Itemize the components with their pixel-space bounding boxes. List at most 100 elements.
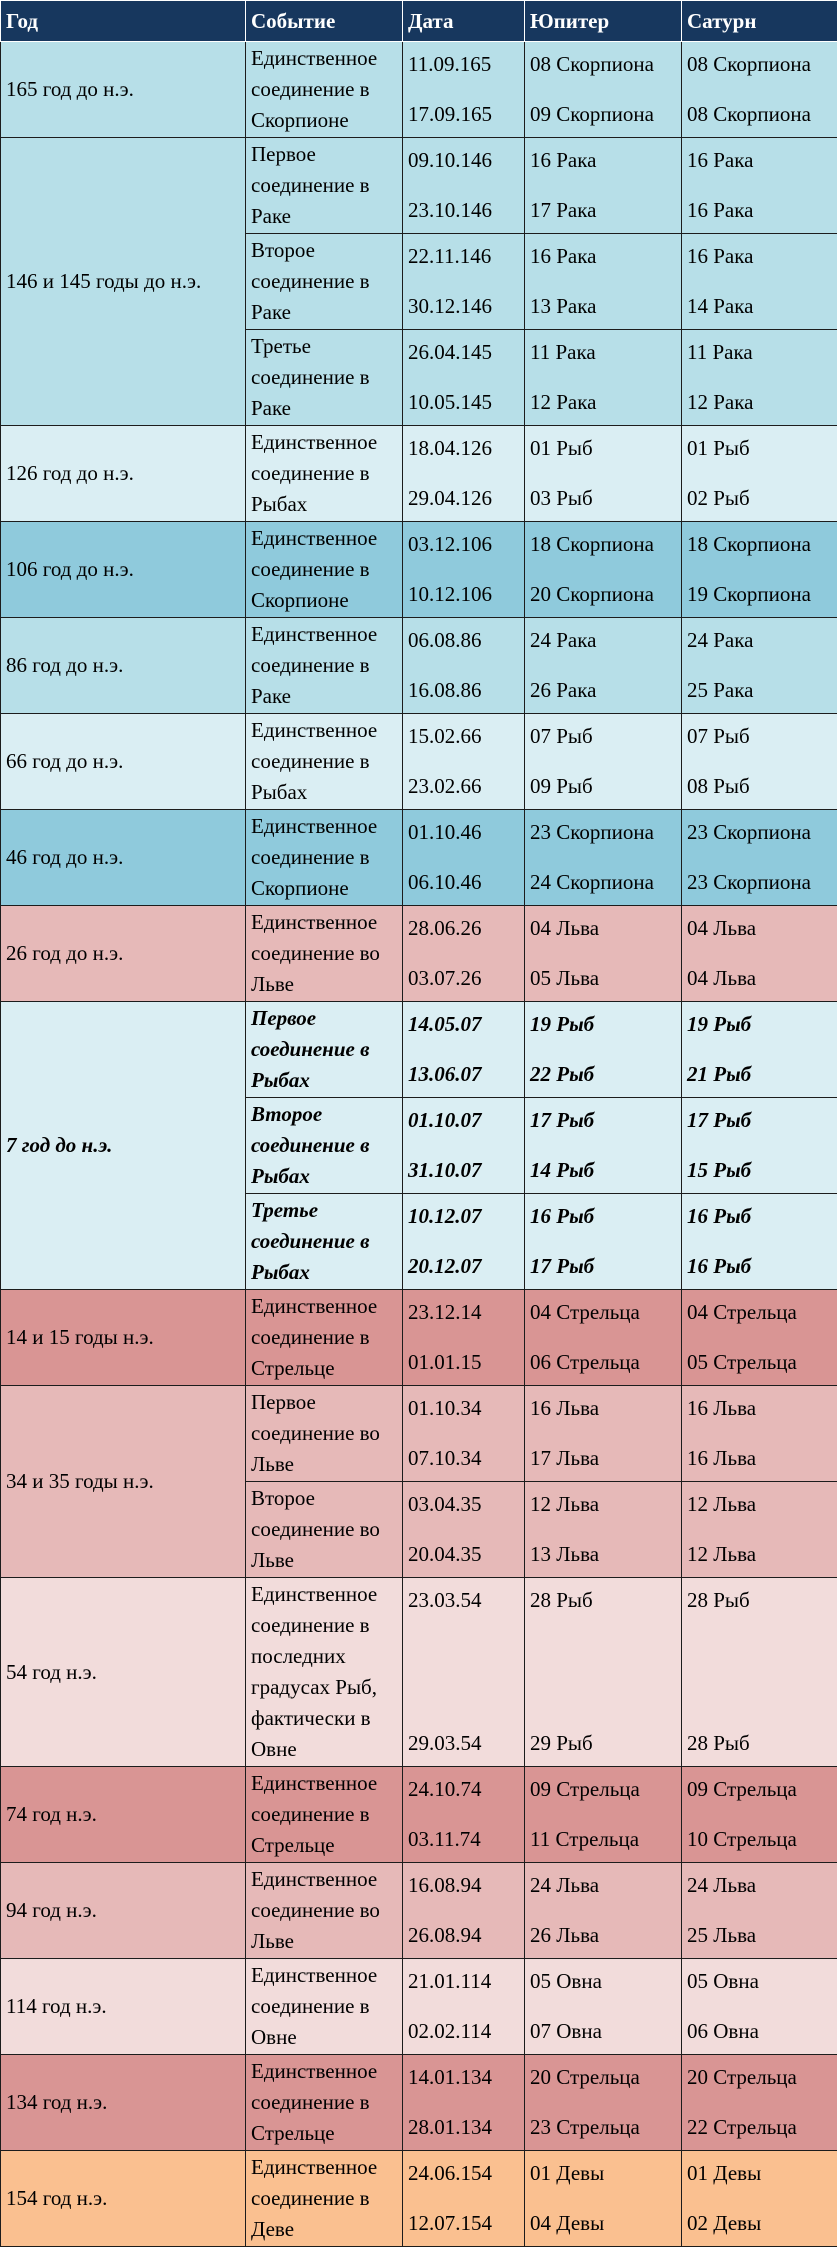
year-cell: 94 год н.э. xyxy=(1,1863,246,1959)
saturn-value: 08 Рыб xyxy=(687,771,832,802)
header-saturn: Сатурн xyxy=(682,1,837,42)
event-cell: Единственное соединение в Скорпионе xyxy=(246,810,403,906)
event-cell: Единственное соединение в Скорпионе xyxy=(246,522,403,618)
saturn-value: 23 Скорпиона xyxy=(687,817,832,848)
date-value: 01.01.15 xyxy=(408,1347,519,1378)
date-value: 10.05.145 xyxy=(408,387,519,418)
date-value: 16.08.94 xyxy=(408,1870,519,1901)
saturn-value: 25 Рака xyxy=(687,675,832,706)
date-value: 14.01.134 xyxy=(408,2062,519,2093)
jupiter-value: 23 Стрельца xyxy=(530,2112,676,2143)
saturn-value: 16 Льва xyxy=(687,1443,832,1474)
saturn-value: 28 Рыб xyxy=(687,1728,832,1759)
date-cell: 14.01.134 28.01.134 xyxy=(403,2055,525,2151)
jupiter-value: 14 Рыб xyxy=(530,1155,676,1186)
date-value: 09.10.146 xyxy=(408,145,519,176)
event-cell: Единственное соединение в Стрельце xyxy=(246,1290,403,1386)
jupiter-value: 12 Рака xyxy=(530,387,676,418)
date-value: 23.02.66 xyxy=(408,771,519,802)
jupiter-value: 28 Рыб xyxy=(530,1585,676,1616)
saturn-value: 24 Рака xyxy=(687,625,832,656)
event-cell: Третье соединение в Рыбах xyxy=(246,1194,403,1290)
jupiter-value: 24 Скорпиона xyxy=(530,867,676,898)
jupiter-value: 08 Скорпиона xyxy=(530,49,676,80)
jupiter-value: 12 Льва xyxy=(530,1489,676,1520)
saturn-value: 12 Рака xyxy=(687,387,832,418)
date-value: 28.01.134 xyxy=(408,2112,519,2143)
saturn-value: 02 Рыб xyxy=(687,483,832,514)
table-row: 54 год н.э.Единственное соединение в пос… xyxy=(1,1578,837,1767)
date-value: 23.12.14 xyxy=(408,1297,519,1328)
date-value: 03.11.74 xyxy=(408,1824,519,1855)
table-row: 46 год до н.э.Единственное соединение в … xyxy=(1,810,837,906)
saturn-value: 20 Стрельца xyxy=(687,2062,832,2093)
jupiter-value: 04 Стрельца xyxy=(530,1297,676,1328)
saturn-value: 16 Льва xyxy=(687,1393,832,1424)
date-value: 03.12.106 xyxy=(408,529,519,560)
date-value: 10.12.07 xyxy=(408,1201,519,1232)
event-cell: Единственное соединение в Рыбах xyxy=(246,714,403,810)
jupiter-value: 23 Скорпиона xyxy=(530,817,676,848)
saturn-value: 11 Рака xyxy=(687,337,832,368)
jupiter-value: 13 Льва xyxy=(530,1539,676,1570)
saturn-cell: 16 Льва 16 Льва xyxy=(682,1386,837,1482)
saturn-cell: 24 Рака 25 Рака xyxy=(682,618,837,714)
table-row: 114 год н.э.Единственное соединение в Ов… xyxy=(1,1959,837,2055)
event-cell: Второе соединение во Льве xyxy=(246,1482,403,1578)
saturn-value: 06 Овна xyxy=(687,2016,832,2047)
year-cell: 46 год до н.э. xyxy=(1,810,246,906)
table-row: 86 год до н.э.Единственное соединение в … xyxy=(1,618,837,714)
saturn-value: 05 Стрельца xyxy=(687,1347,832,1378)
table-row: 165 год до н.э.Единственное соединение в… xyxy=(1,42,837,138)
saturn-value: 14 Рака xyxy=(687,291,832,322)
year-cell: 146 и 145 годы до н.э. xyxy=(1,138,246,426)
date-value: 15.02.66 xyxy=(408,721,519,752)
saturn-value: 09 Стрельца xyxy=(687,1774,832,1805)
table-row: 26 год до н.э.Единственное соединение во… xyxy=(1,906,837,1002)
year-cell: 106 год до н.э. xyxy=(1,522,246,618)
jupiter-value: 07 Рыб xyxy=(530,721,676,752)
jupiter-value: 11 Стрельца xyxy=(530,1824,676,1855)
saturn-value: 28 Рыб xyxy=(687,1585,832,1616)
date-value: 24.10.74 xyxy=(408,1774,519,1805)
saturn-value: 19 Скорпиона xyxy=(687,579,832,610)
date-value: 01.10.46 xyxy=(408,817,519,848)
jupiter-value: 16 Льва xyxy=(530,1393,676,1424)
jupiter-value: 17 Льва xyxy=(530,1443,676,1474)
table-row: 74 год н.э.Единственное соединение в Стр… xyxy=(1,1767,837,1863)
date-value: 24.06.154 xyxy=(408,2158,519,2189)
saturn-value: 05 Овна xyxy=(687,1966,832,1997)
saturn-value: 17 Рыб xyxy=(687,1105,832,1136)
jupiter-value: 19 Рыб xyxy=(530,1009,676,1040)
event-cell: Второе соединение в Рыбах xyxy=(246,1098,403,1194)
jupiter-value: 22 Рыб xyxy=(530,1059,676,1090)
date-value: 01.10.07 xyxy=(408,1105,519,1136)
jupiter-value: 05 Овна xyxy=(530,1966,676,1997)
event-cell: Единственное соединение в Деве xyxy=(246,2151,403,2247)
